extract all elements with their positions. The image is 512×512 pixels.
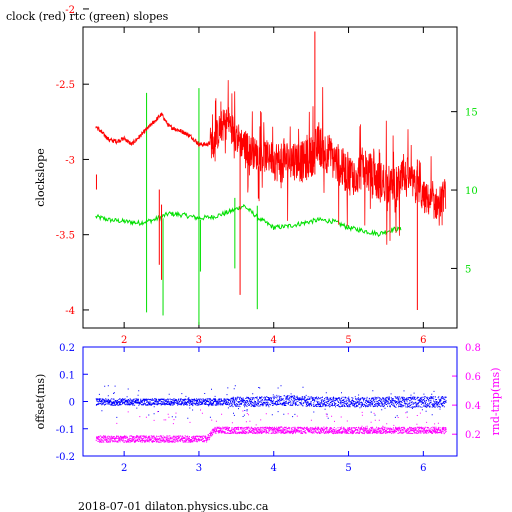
y-tick-label: -4: [65, 306, 75, 317]
series-rtc-line: [95, 203, 402, 238]
x-tick-label: 4: [271, 463, 277, 474]
chart-title: clock (red) rtc (green) slopes: [6, 10, 169, 23]
x-tick-label: 5: [345, 463, 351, 474]
x-tick-label: 3: [196, 463, 202, 474]
y2-tick-label: 10: [465, 186, 478, 197]
y2-tick-label: 0.6: [465, 372, 481, 383]
series-offset-points: [95, 385, 447, 419]
y-axis-label: offset(ms): [34, 374, 47, 430]
bottom-plot-frame: [82, 346, 458, 457]
y-axis-label: clockslope: [34, 148, 47, 206]
y-tick-label: -3: [65, 155, 75, 166]
top-plot-frame: [82, 26, 458, 329]
y2-tick-label: 0.4: [465, 401, 481, 412]
y-tick-label: 0: [69, 398, 75, 409]
x-tick-label: 6: [420, 335, 426, 346]
y-tick-label: 0.2: [59, 343, 75, 354]
top-chart: 2 3 4 5 6 -2 -2.5 -3 -3.5 -4 5 10 15 clockslope: [34, 5, 478, 346]
x-tick-label: 4: [271, 335, 277, 346]
y-tick-label: -0.2: [56, 452, 75, 463]
y2-tick-label: 15: [465, 108, 478, 119]
x-tick-label: 2: [121, 463, 127, 474]
y2-tick-label: 0.8: [465, 343, 481, 354]
y-tick-label: -2: [65, 5, 75, 16]
bottom-chart: 2 3 4 5 6 0.2 0.1 0 -0.1 -0.2 0.8 0.6 0.4 0.2 offset(m…: [34, 343, 502, 474]
footer-label: 2018-07-01 dilaton.physics.ubc.ca: [78, 500, 269, 512]
y-tick-label: 0.1: [59, 370, 75, 381]
series-clock-line: [95, 80, 447, 245]
series-roundtrip-points: [95, 409, 447, 443]
y-tick-label: -2.5: [56, 80, 75, 91]
x-tick-label: 3: [196, 335, 202, 346]
x-tick-label: 2: [121, 335, 127, 346]
y-tick-label: -0.1: [56, 425, 75, 436]
y2-tick-label: 5: [465, 264, 471, 275]
x-tick-label: 5: [345, 335, 351, 346]
y-tick-label: -3.5: [56, 231, 75, 242]
x-tick-label: 6: [420, 463, 426, 474]
y2-tick-label: 0.2: [465, 430, 481, 441]
y2-axis-label: rnd-trip(ms): [489, 368, 502, 436]
